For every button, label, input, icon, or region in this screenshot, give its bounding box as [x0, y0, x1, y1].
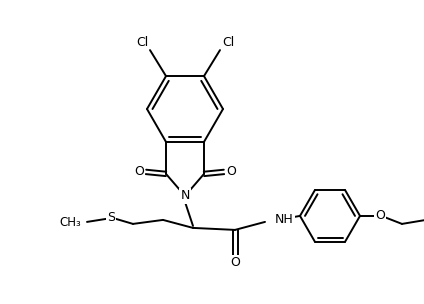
- Text: N: N: [180, 189, 190, 202]
- Text: Cl: Cl: [222, 36, 234, 49]
- Text: O: O: [134, 165, 144, 178]
- Text: O: O: [230, 256, 240, 269]
- Text: NH: NH: [275, 213, 294, 226]
- Text: Cl: Cl: [136, 36, 148, 49]
- Text: S: S: [107, 211, 115, 224]
- Text: O: O: [375, 209, 385, 223]
- Text: CH₃: CH₃: [59, 216, 81, 230]
- Text: O: O: [226, 165, 236, 178]
